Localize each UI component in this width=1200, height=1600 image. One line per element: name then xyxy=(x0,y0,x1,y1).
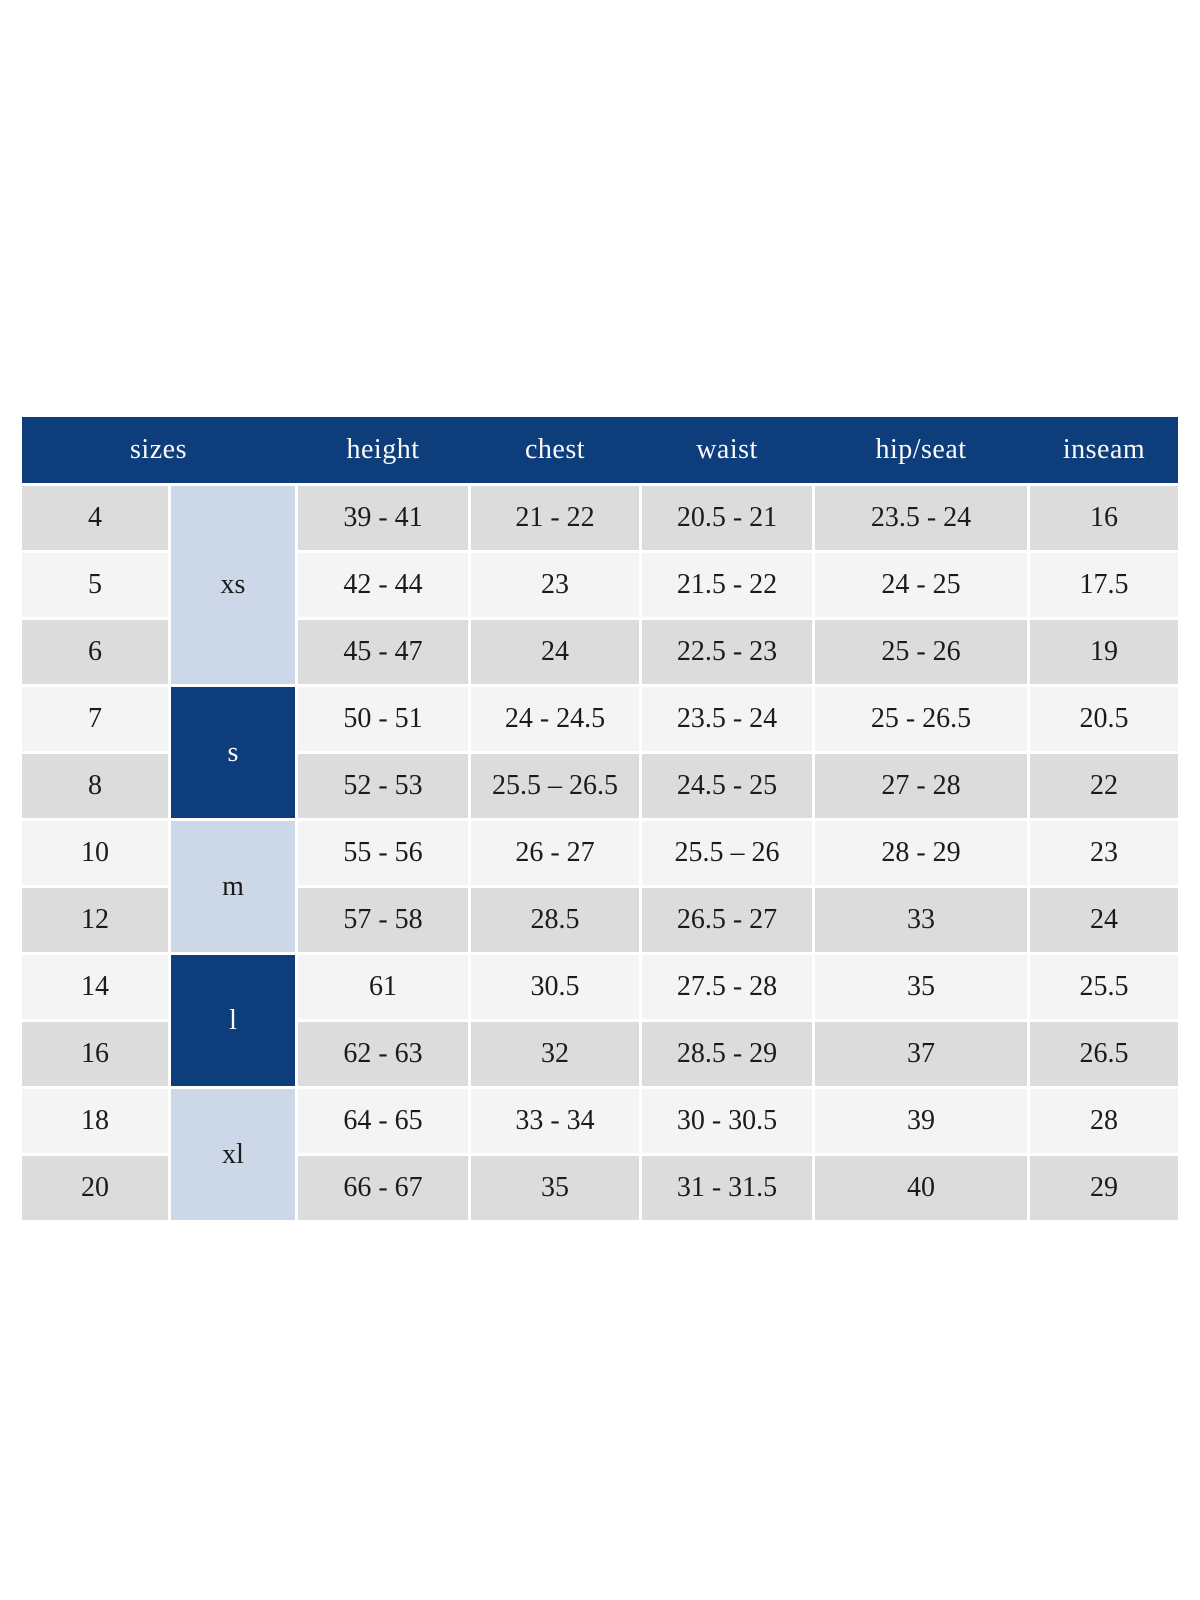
waist-cell: 21.5 - 22 xyxy=(642,553,812,617)
waist-cell: 24.5 - 25 xyxy=(642,754,812,818)
inseam-cell: 28 xyxy=(1030,1089,1178,1153)
size-cell: 12 xyxy=(22,888,168,952)
size-cell: 5 xyxy=(22,553,168,617)
hip-seat-cell: 23.5 - 24 xyxy=(815,486,1027,550)
waist-cell: 28.5 - 29 xyxy=(642,1022,812,1086)
inseam-cell: 20.5 xyxy=(1030,687,1178,751)
size-group-m: m xyxy=(171,821,295,952)
inseam-cell: 24 xyxy=(1030,888,1178,952)
hip-seat-cell: 37 xyxy=(815,1022,1027,1086)
chest-cell: 28.5 xyxy=(471,888,639,952)
column-header-sizes: sizes xyxy=(130,434,187,465)
waist-cell: 30 - 30.5 xyxy=(642,1089,812,1153)
inseam-cell: 23 xyxy=(1030,821,1178,885)
waist-cell: 26.5 - 27 xyxy=(642,888,812,952)
height-cell: 61 xyxy=(298,955,468,1019)
hip-seat-cell: 28 - 29 xyxy=(815,821,1027,885)
chest-cell: 26 - 27 xyxy=(471,821,639,885)
hip-seat-cell: 25 - 26 xyxy=(815,620,1027,684)
chest-cell: 21 - 22 xyxy=(471,486,639,550)
size-chart-body: 4 xs 39 - 41 21 - 22 20.5 - 21 23.5 - 24… xyxy=(22,486,1178,1220)
size-cell: 6 xyxy=(22,620,168,684)
chest-cell: 24 xyxy=(471,620,639,684)
size-group-s: s xyxy=(171,687,295,818)
inseam-cell: 25.5 xyxy=(1030,955,1178,1019)
height-cell: 57 - 58 xyxy=(298,888,468,952)
height-cell: 39 - 41 xyxy=(298,486,468,550)
inseam-cell: 26.5 xyxy=(1030,1022,1178,1086)
size-group-xl: xl xyxy=(171,1089,295,1220)
size-cell: 14 xyxy=(22,955,168,1019)
size-cell: 20 xyxy=(22,1156,168,1220)
waist-cell: 27.5 - 28 xyxy=(642,955,812,1019)
height-cell: 55 - 56 xyxy=(298,821,468,885)
inseam-cell: 17.5 xyxy=(1030,553,1178,617)
size-cell: 7 xyxy=(22,687,168,751)
chest-cell: 25.5 – 26.5 xyxy=(471,754,639,818)
inseam-cell: 29 xyxy=(1030,1156,1178,1220)
height-cell: 42 - 44 xyxy=(298,553,468,617)
size-group-l: l xyxy=(171,955,295,1086)
chest-cell: 23 xyxy=(471,553,639,617)
size-cell: 8 xyxy=(22,754,168,818)
inseam-cell: 22 xyxy=(1030,754,1178,818)
column-header-inseam: inseam xyxy=(1062,434,1146,465)
hip-seat-cell: 40 xyxy=(815,1156,1027,1220)
waist-cell: 23.5 - 24 xyxy=(642,687,812,751)
chest-cell: 32 xyxy=(471,1022,639,1086)
column-header-hip-seat: hip/seat xyxy=(875,434,967,465)
height-cell: 66 - 67 xyxy=(298,1156,468,1220)
hip-seat-cell: 24 - 25 xyxy=(815,553,1027,617)
size-cell: 18 xyxy=(22,1089,168,1153)
column-header-waist: waist xyxy=(696,434,758,465)
height-cell: 64 - 65 xyxy=(298,1089,468,1153)
size-cell: 16 xyxy=(22,1022,168,1086)
chest-cell: 33 - 34 xyxy=(471,1089,639,1153)
waist-cell: 20.5 - 21 xyxy=(642,486,812,550)
waist-cell: 31 - 31.5 xyxy=(642,1156,812,1220)
height-cell: 62 - 63 xyxy=(298,1022,468,1086)
size-chart: sizes height chest waist hip/seat inseam… xyxy=(22,417,1178,1220)
waist-cell: 22.5 - 23 xyxy=(642,620,812,684)
inseam-cell: 19 xyxy=(1030,620,1178,684)
chest-cell: 30.5 xyxy=(471,955,639,1019)
size-cell: 4 xyxy=(22,486,168,550)
column-header-height: height xyxy=(346,434,420,465)
hip-seat-cell: 35 xyxy=(815,955,1027,1019)
height-cell: 45 - 47 xyxy=(298,620,468,684)
size-cell: 10 xyxy=(22,821,168,885)
chest-cell: 24 - 24.5 xyxy=(471,687,639,751)
hip-seat-cell: 39 xyxy=(815,1089,1027,1153)
column-header-chest: chest xyxy=(524,434,586,465)
chest-cell: 35 xyxy=(471,1156,639,1220)
inseam-cell: 16 xyxy=(1030,486,1178,550)
hip-seat-cell: 25 - 26.5 xyxy=(815,687,1027,751)
hip-seat-cell: 33 xyxy=(815,888,1027,952)
height-cell: 50 - 51 xyxy=(298,687,468,751)
waist-cell: 25.5 – 26 xyxy=(642,821,812,885)
height-cell: 52 - 53 xyxy=(298,754,468,818)
size-group-xs: xs xyxy=(171,486,295,684)
hip-seat-cell: 27 - 28 xyxy=(815,754,1027,818)
size-chart-header-row: sizes height chest waist hip/seat inseam xyxy=(22,417,1178,483)
